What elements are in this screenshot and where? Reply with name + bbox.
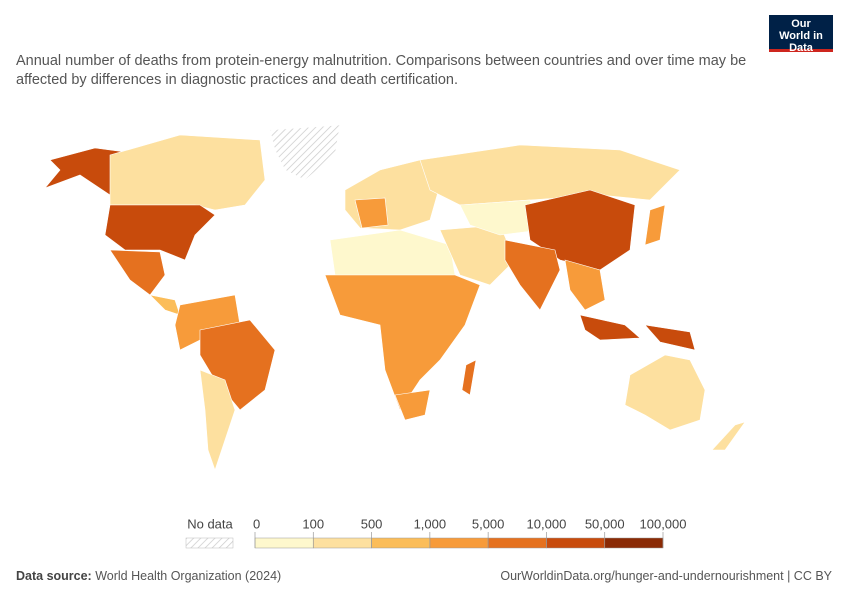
central-america	[149, 294, 181, 316]
brazil	[199, 319, 276, 411]
canada	[109, 134, 266, 211]
no-data-swatch	[185, 537, 234, 549]
south-america-south	[199, 369, 236, 471]
footer-source: Data source: World Health Organization (…	[16, 569, 281, 583]
western-europe	[354, 197, 389, 229]
mexico	[109, 249, 166, 296]
legend-tick-label: 100,000	[640, 516, 687, 531]
new-zealand	[711, 421, 746, 451]
legend-tick-label: 5,000	[472, 516, 505, 531]
indonesia	[579, 314, 696, 351]
alaska	[44, 147, 126, 196]
footer-url[interactable]: OurWorldinData.org/hunger-and-undernouri…	[500, 569, 832, 583]
legend-tick-label: 0	[253, 516, 260, 531]
map	[44, 124, 746, 471]
legend-bin	[313, 537, 372, 549]
madagascar	[461, 359, 477, 396]
legend-bin	[371, 537, 431, 549]
legend-bin	[429, 537, 489, 549]
legend-tick-label: 500	[361, 516, 383, 531]
legend-bin	[254, 537, 314, 549]
usa	[104, 204, 216, 261]
legend-tick-label: 100	[302, 516, 324, 531]
no-data-label: No data	[187, 516, 233, 531]
source: World Health Organization (2024)	[95, 569, 282, 583]
countries	[44, 124, 746, 471]
russia	[419, 144, 681, 206]
southeast-asia	[564, 259, 606, 311]
legend-tick-label: 1,000	[414, 516, 447, 531]
legend-bin	[604, 537, 664, 549]
north-africa	[329, 229, 456, 281]
logo[interactable]: Our World in Data	[769, 15, 833, 54]
legend-tick-label: 50,000	[585, 516, 625, 531]
legend-tick-label: 10,000	[527, 516, 567, 531]
source-label: Data source:	[16, 569, 92, 583]
india	[504, 239, 561, 311]
legend-bin	[546, 537, 605, 549]
australia	[624, 354, 706, 431]
greenland	[269, 124, 341, 181]
japan	[644, 204, 666, 246]
legend: No data 0 100 500 1,000 5,000 10,000 50,000 100,…	[185, 516, 687, 549]
south-africa	[394, 389, 431, 421]
central-asia	[459, 199, 541, 236]
subtitle: Annual number of deaths from protein-ene…	[16, 53, 747, 88]
central-africa	[324, 274, 481, 411]
legend-bin	[487, 537, 547, 549]
